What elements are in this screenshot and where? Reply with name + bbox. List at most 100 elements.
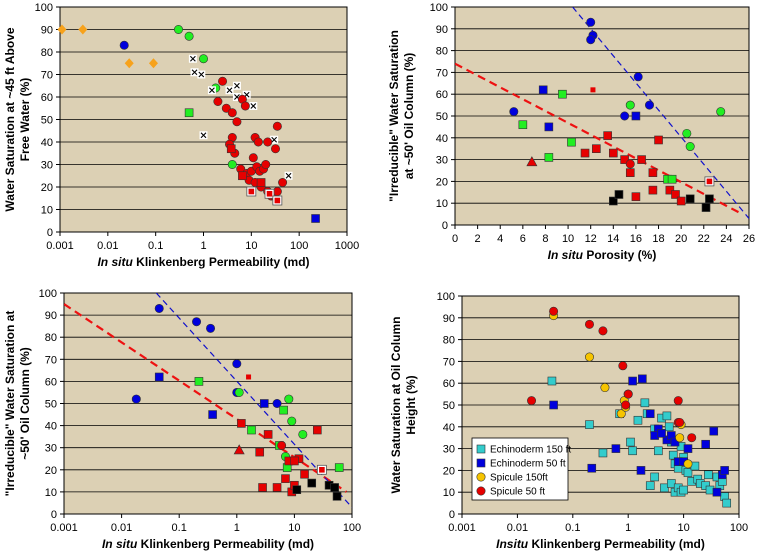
data-point-green [682,128,692,138]
x-axis-label-rest: Porosity (%) [583,248,656,262]
data-point-red [278,178,288,188]
data-point-yellow [683,459,693,469]
y-tick-label: 0 [449,509,455,521]
data-point-red [281,474,290,483]
y-tick-label: 20 [41,182,53,194]
data-point-red [618,361,628,371]
legend-marker [476,472,486,482]
data-point-white [197,70,206,79]
y-tick-label: 0 [47,227,53,239]
data-point-blue [587,463,597,473]
data-point-cyan [585,420,594,429]
y-tick-label: 60 [443,378,455,390]
data-point-white [199,131,208,140]
y-tick-label: 30 [45,443,57,455]
data-point-blue [620,111,630,121]
data-point-red [272,121,282,131]
x-tick-label: 1 [200,240,206,252]
x-tick-label: 0.001 [448,522,476,534]
data-point-red [598,326,608,336]
x-axis-label: In situ Klinkenberg Permeability (md) [97,255,309,269]
data-point-white [207,86,216,95]
data-point-red [227,108,237,118]
data-point-cyan [668,450,678,460]
data-point-red [233,444,245,455]
data-point-blue [208,410,217,419]
y-tick-label: 20 [443,465,455,477]
data-point-red [527,396,537,406]
data-point-red [623,389,633,399]
data-point-green [298,429,308,439]
data-point-red [256,178,266,187]
y-tick-label: 40 [41,137,53,149]
data-point-blue [538,85,548,95]
x-axis-label-italic: In situ [102,537,138,551]
data-point-green [558,89,567,99]
data-point-red [290,456,299,466]
data-point-red [637,155,646,164]
data-point-red [226,144,236,154]
y-tick-label: 10 [41,205,53,217]
data-point-black [609,196,618,206]
legend-entry: Spicule 150ft [490,473,548,484]
x-tick-label: 100 [290,240,308,252]
data-point-blue [154,303,164,313]
legend-entry: Spicule 50 ft [490,487,545,498]
x-axis-label-italic: Insitu [496,537,529,551]
data-point-red [255,447,265,457]
data-point-red [676,196,686,206]
data-point-blue [544,122,554,132]
data-point-white [232,81,241,90]
data-point-red [237,419,246,428]
x-axis-label-rest: Klinkenberg Permeability (md) [133,255,310,269]
data-point-blue [272,399,282,409]
data-point-red [673,396,683,406]
x-tick-label: 100 [343,522,361,534]
data-point-red [272,195,283,206]
data-point-cyan [667,479,676,488]
x-tick-label: 0.1 [148,240,163,252]
data-point-cyan [664,422,674,432]
y-tick-label: 50 [443,400,455,412]
data-point-black [292,485,302,494]
y-axis-label-line: Free Water (%) [18,78,32,162]
x-tick-label: 10 [245,240,257,252]
data-point-blue [633,72,643,82]
data-point-blue [131,394,141,404]
data-point-red [232,117,242,127]
data-point-black [330,483,339,492]
data-point-blue [638,374,647,384]
data-point-blue [232,359,242,369]
permeability-vs-irreducible-water-saturation-chart: 0 10 20 30 40 50 60 70 80 90 100 0.001 0.01 0.1 1 10 100… [3,288,361,551]
data-point-red [704,176,715,187]
data-point-blue [611,444,621,453]
data-point-red [625,168,635,177]
data-point-cyan [722,498,732,508]
data-point-red [621,400,631,410]
data-point-red [687,433,697,443]
data-point-cyan [654,446,663,456]
data-point-blue [549,400,558,410]
y-tick-label: 60 [436,89,448,101]
legend-box [471,437,569,501]
data-point-red [313,425,322,435]
permeability-vs-water-saturation-oil-column-height-chart: 0 10 20 30 40 50 60 70 80 90 100 0.001 0.01 0.1 1 10 100… [389,291,748,551]
data-point-red [263,430,273,439]
chart-bottom-right: 0 10 20 30 40 50 60 70 80 90 100 0.001 0.01 0.1 1 10 100… [382,277,760,551]
x-tick-label: 4 [497,233,503,245]
x-tick-label: 12 [585,233,597,245]
x-tick-label: 0.01 [111,522,132,534]
data-point-green [685,142,695,152]
data-point-white [284,171,293,180]
x-tick-label: 0 [452,233,458,245]
data-point-blue [311,214,320,223]
data-point-blue [720,466,729,475]
x-tick-label: 6 [520,233,526,245]
data-point-blue [701,439,710,449]
y-tick-label: 90 [436,24,448,36]
data-point-red [221,103,231,113]
x-tick-label: 1 [234,522,240,534]
data-point-green [716,107,726,117]
legend-entry: Echinoderm 150 ft [490,445,571,456]
